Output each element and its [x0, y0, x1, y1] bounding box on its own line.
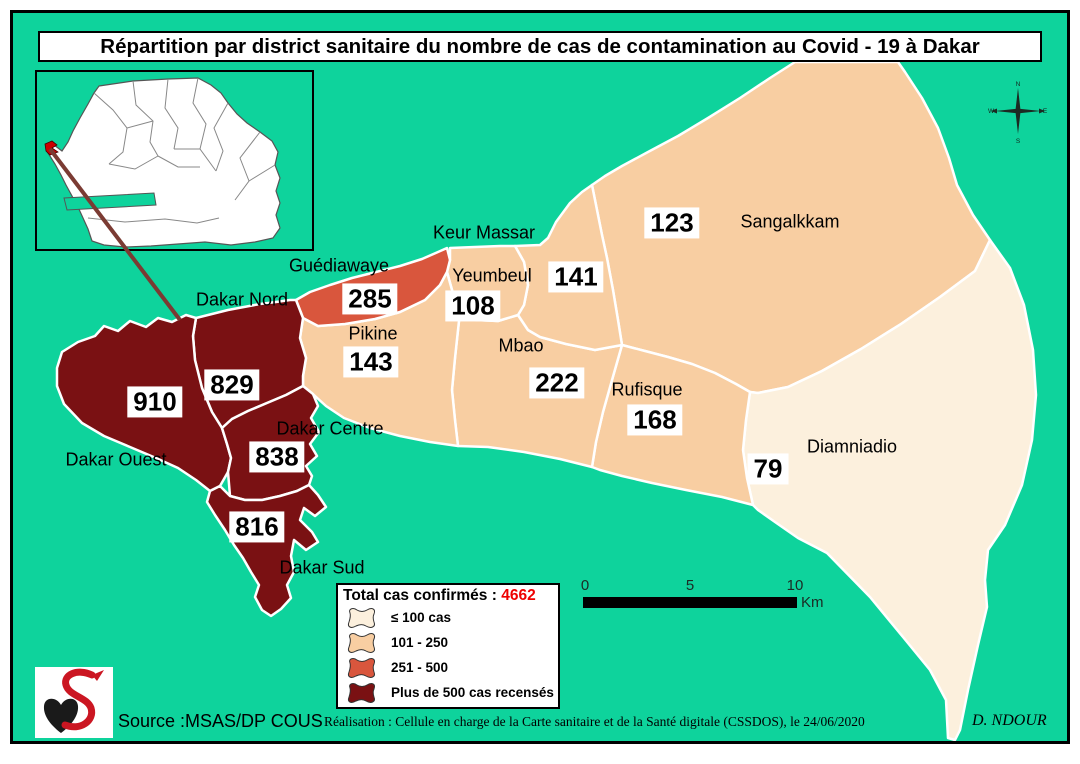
scale-tick-0: 0: [580, 577, 590, 594]
legend-label-lte100: ≤ 100 cas: [391, 610, 451, 625]
legend-swatch-lte100: [348, 607, 375, 628]
compass-south-label: S: [1016, 138, 1021, 145]
district-label-guediawaye: Guédiawaye: [288, 255, 390, 276]
map-title: Répartition par district sanitaire du no…: [100, 34, 980, 58]
district-cases-dakar-sud: 816: [229, 511, 285, 543]
scale-tick-5: 5: [685, 577, 695, 594]
author-text: D. NDOUR: [972, 712, 1047, 729]
district-label-sangalkkam: Sangalkkam: [740, 211, 840, 232]
district-label-dakar-nord: Dakar Nord: [195, 289, 289, 310]
legend-title-text: Total cas confirmés :: [343, 587, 497, 604]
district-cases-dakar-nord: 829: [204, 369, 260, 401]
compass-west-arrowhead: [991, 108, 997, 114]
district-label-rufisque: Rufisque: [611, 379, 683, 400]
legend-row-lte100: ≤ 100 cas: [343, 605, 553, 630]
legend-total-cases: 4662: [501, 587, 536, 604]
district-cases-diamniadio: 79: [747, 453, 789, 485]
compass-east-arrowhead: [1039, 108, 1045, 114]
district-cases-dakar-centre: 838: [249, 441, 305, 473]
district-label-dakar-centre: Dakar Centre: [276, 418, 384, 439]
scale-unit: Km: [801, 594, 824, 611]
legend-swatch-gt500: [348, 682, 375, 703]
district-label-dakar-ouest: Dakar Ouest: [65, 449, 167, 470]
district-label-dakar-sud: Dakar Sud: [279, 557, 365, 578]
logo-red-swirl: [61, 668, 96, 731]
legend-row-101-250: 101 - 250: [343, 630, 553, 655]
legend-swatch-101-250: [348, 632, 375, 653]
district-label-yeumbeul: Yeumbeul: [452, 265, 532, 286]
map-title-box: Répartition par district sanitaire du no…: [38, 31, 1042, 62]
district-diamniadio-shape: [741, 238, 1038, 742]
district-cases-mbao: 222: [529, 367, 585, 399]
logo-swirl-tail: [92, 670, 104, 681]
district-cases-keur-massar: 141: [548, 261, 604, 293]
scale-bar-rule: [583, 597, 797, 608]
district-cases-guediawaye: 285: [342, 283, 398, 315]
senegal-inset-map: [35, 70, 314, 251]
legend-label-101-250: 101 - 250: [391, 635, 449, 650]
legend-box: Total cas confirmés : 4662 ≤ 100 cas 101…: [336, 583, 560, 709]
compass-north-label: N: [1016, 81, 1021, 88]
district-label-diamniadio: Diamniadio: [806, 436, 898, 457]
organization-logo: [35, 667, 113, 738]
legend-row-251-500: 251 - 500: [343, 655, 553, 680]
compass-rose-icon: N S W E: [988, 81, 1048, 145]
district-cases-rufisque: 168: [627, 404, 683, 436]
legend-swatch-251-500: [348, 657, 375, 678]
scale-tick-10: 10: [786, 577, 804, 594]
realisation-text: Réalisation : Cellule en charge de la Ca…: [324, 714, 865, 729]
district-label-mbao: Mbao: [498, 335, 544, 356]
legend-row-gt500: Plus de 500 cas recensés: [343, 680, 554, 705]
compass-east-label: E: [1043, 108, 1048, 115]
legend-label-251-500: 251 - 500: [391, 660, 449, 675]
senegal-inset-svg: [37, 72, 312, 249]
district-label-pikine: Pikine: [348, 323, 398, 344]
logo-graphic: [43, 668, 104, 733]
scale-bar: 0 5 10 Km: [570, 577, 830, 617]
source-text: Source :MSAS/DP COUS: [118, 711, 323, 731]
compass-needle-horizontal: [995, 108, 1041, 114]
legend-label-gt500: Plus de 500 cas recensés: [391, 685, 554, 700]
district-cases-pikine: 143: [343, 346, 399, 378]
district-cases-sangalkkam: 123: [644, 207, 700, 239]
compass-west-label: W: [988, 108, 995, 115]
district-cases-yeumbeul: 108: [445, 290, 501, 322]
legend-title: Total cas confirmés : 4662: [343, 587, 553, 605]
district-label-keur-massar: Keur Massar: [432, 222, 536, 243]
district-cases-dakar-ouest: 910: [127, 386, 183, 418]
